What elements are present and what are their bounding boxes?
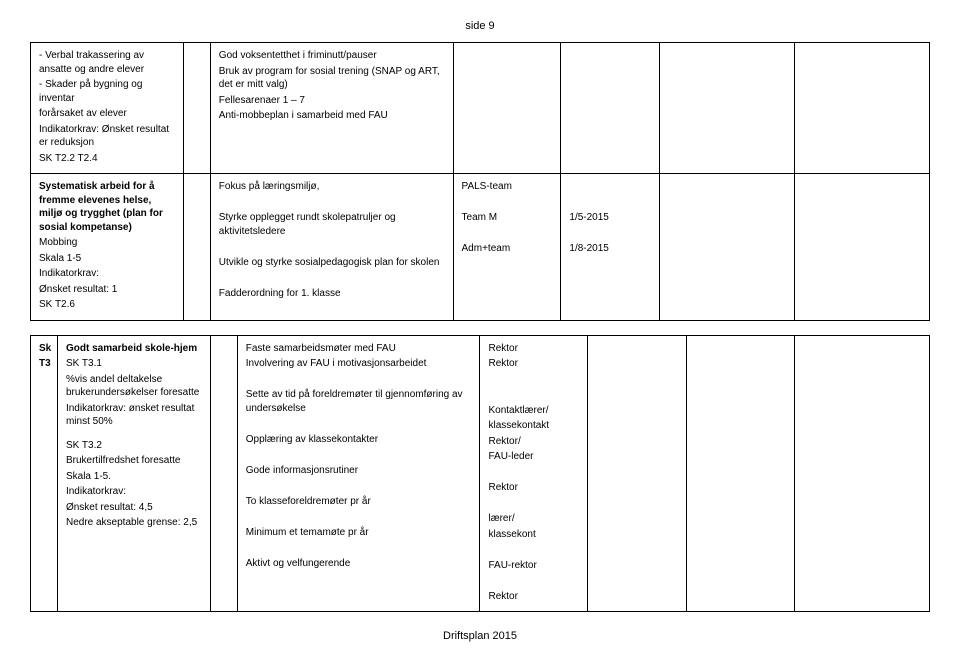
t1r2c5: 1/5-2015 1/8-2015 — [561, 174, 660, 321]
t2r1c2 — [210, 335, 237, 612]
t2r1c3: Faste samarbeidsmøter med FAUInvolvering… — [237, 335, 480, 612]
table-row: SkT3 Godt samarbeid skole-hjemSK T3.1%vi… — [31, 335, 930, 612]
t1r1c2 — [183, 43, 210, 174]
table-row: Systematisk arbeid for å fremme elevenes… — [31, 174, 930, 321]
t2r1c6 — [687, 335, 795, 612]
t2r1c7 — [795, 335, 930, 612]
t1r1c4 — [453, 43, 561, 174]
t1r2c1: Systematisk arbeid for å fremme elevenes… — [31, 174, 184, 321]
t1r1c1: - Verbal trakassering av ansatte og andr… — [31, 43, 184, 174]
t1r2c3: Fokus på læringsmiljø, Styrke opplegget … — [210, 174, 453, 321]
t2r1c0: SkT3 — [31, 335, 58, 612]
t1r1c6 — [660, 43, 795, 174]
table-2: SkT3 Godt samarbeid skole-hjemSK T3.1%vi… — [30, 335, 930, 613]
t1r1c7 — [795, 43, 930, 174]
t1r1c3: God voksentetthet i friminutt/pauserBruk… — [210, 43, 453, 174]
page-header: side 9 — [30, 20, 930, 32]
page-footer: Driftsplan 2015 — [30, 630, 930, 642]
table-1: - Verbal trakassering av ansatte og andr… — [30, 42, 930, 321]
table-row: - Verbal trakassering av ansatte og andr… — [31, 43, 930, 174]
t1r2c7 — [795, 174, 930, 321]
t2r1c5 — [588, 335, 687, 612]
t1r2c6 — [660, 174, 795, 321]
t1r2c2 — [183, 174, 210, 321]
t1r1c5 — [561, 43, 660, 174]
t2r1c4: RektorRektor Kontaktlærer/klassekontaktR… — [480, 335, 588, 612]
t2r1c1: Godt samarbeid skole-hjemSK T3.1%vis and… — [57, 335, 210, 612]
t1r2c4: PALS-team Team M Adm+team — [453, 174, 561, 321]
